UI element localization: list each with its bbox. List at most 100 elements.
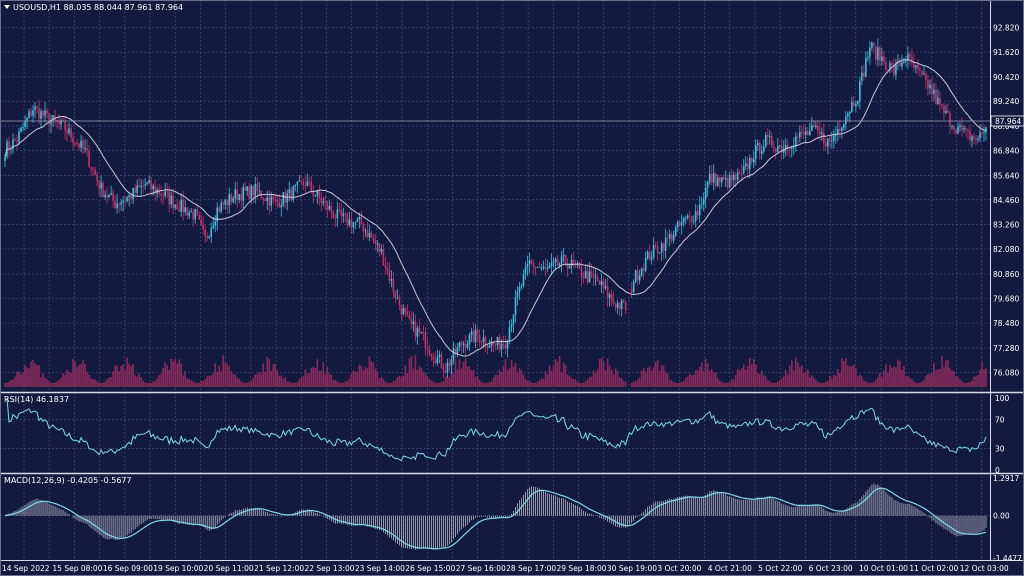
candle[interactable] (70, 124, 72, 143)
candle[interactable] (915, 65, 917, 74)
candle[interactable] (400, 304, 403, 321)
candle[interactable] (94, 166, 96, 176)
candle[interactable] (474, 323, 477, 348)
candle[interactable] (288, 181, 291, 202)
candle[interactable] (394, 290, 397, 303)
candle[interactable] (392, 271, 395, 298)
candle[interactable] (26, 116, 28, 129)
candle[interactable] (726, 174, 729, 191)
candle[interactable] (704, 181, 707, 208)
candle[interactable] (440, 351, 443, 369)
candle[interactable] (366, 221, 369, 239)
candle[interactable] (426, 338, 429, 356)
candle[interactable] (64, 115, 66, 140)
candle[interactable] (434, 351, 437, 365)
candle[interactable] (967, 128, 969, 140)
candle[interactable] (712, 164, 715, 191)
candle[interactable] (114, 194, 116, 210)
candle[interactable] (516, 286, 519, 306)
candle[interactable] (200, 213, 203, 227)
candle[interactable] (706, 180, 709, 197)
candle[interactable] (702, 192, 705, 212)
candle[interactable] (688, 210, 691, 224)
candle[interactable] (839, 120, 841, 139)
candle[interactable] (276, 195, 279, 209)
candle[interactable] (330, 201, 333, 220)
candle[interactable] (402, 304, 405, 316)
candle[interactable] (162, 191, 164, 205)
candle[interactable] (136, 179, 138, 197)
candle[interactable] (98, 180, 100, 197)
candle[interactable] (170, 191, 172, 209)
candle[interactable] (881, 47, 883, 66)
candle[interactable] (32, 104, 34, 123)
candle[interactable] (74, 142, 76, 146)
candle[interactable] (34, 102, 36, 119)
candle[interactable] (863, 64, 865, 81)
candle[interactable] (837, 121, 839, 142)
candle[interactable] (138, 177, 140, 188)
candle[interactable] (614, 303, 617, 312)
candle[interactable] (654, 242, 657, 250)
candle[interactable] (672, 230, 675, 244)
candle[interactable] (184, 200, 186, 216)
candle[interactable] (746, 156, 749, 179)
candle[interactable] (754, 139, 757, 166)
candle[interactable] (30, 107, 32, 118)
candle[interactable] (774, 147, 777, 160)
candle[interactable] (428, 344, 431, 357)
candle[interactable] (302, 178, 305, 190)
candle[interactable] (849, 110, 851, 123)
candle[interactable] (382, 244, 385, 266)
candle[interactable] (376, 239, 379, 253)
candle[interactable] (780, 138, 783, 161)
candle[interactable] (40, 108, 42, 129)
candle[interactable] (742, 159, 745, 176)
candle[interactable] (122, 196, 124, 212)
candle[interactable] (176, 199, 178, 210)
candle[interactable] (472, 322, 475, 343)
candle[interactable] (484, 335, 487, 353)
candle[interactable] (923, 66, 925, 75)
candle[interactable] (656, 240, 659, 261)
candle[interactable] (188, 209, 190, 220)
candle[interactable] (412, 312, 415, 332)
candle[interactable] (762, 139, 765, 154)
candle[interactable] (899, 57, 901, 67)
candle[interactable] (770, 132, 773, 148)
candle[interactable] (550, 253, 553, 276)
candle[interactable] (616, 299, 619, 315)
candle[interactable] (889, 60, 891, 74)
candle[interactable] (644, 251, 647, 273)
candle[interactable] (764, 131, 767, 149)
candle[interactable] (855, 100, 857, 112)
candle[interactable] (540, 264, 543, 271)
candle[interactable] (322, 197, 325, 207)
candle[interactable] (380, 244, 383, 255)
candle[interactable] (692, 215, 695, 225)
candle[interactable] (714, 172, 717, 189)
candle[interactable] (422, 324, 425, 341)
candle[interactable] (218, 205, 221, 214)
candle[interactable] (208, 235, 211, 239)
candle[interactable] (352, 221, 355, 234)
candle[interactable] (935, 83, 937, 105)
candle[interactable] (254, 176, 257, 204)
candle[interactable] (514, 289, 517, 323)
candle[interactable] (334, 213, 337, 227)
candle[interactable] (450, 355, 453, 375)
candle[interactable] (220, 199, 223, 214)
candle[interactable] (284, 188, 287, 209)
candle[interactable] (342, 207, 345, 223)
candle[interactable] (807, 126, 809, 136)
candle[interactable] (432, 352, 435, 368)
candle[interactable] (294, 184, 297, 192)
candle[interactable] (907, 46, 909, 69)
candle[interactable] (538, 261, 541, 269)
candle[interactable] (378, 243, 381, 257)
candle[interactable] (84, 139, 86, 153)
candle[interactable] (106, 186, 108, 204)
candle[interactable] (204, 225, 207, 243)
candle[interactable] (388, 262, 391, 284)
candle[interactable] (236, 181, 239, 208)
